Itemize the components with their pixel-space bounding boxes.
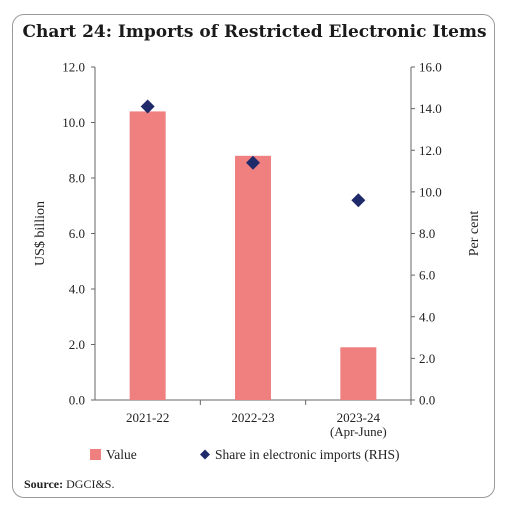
x-tick-label: 2022-23 bbox=[231, 410, 274, 425]
scatter-point bbox=[246, 155, 260, 170]
y-left-tick-label: 6.0 bbox=[69, 226, 85, 241]
y-left-tick-label: 12.0 bbox=[62, 60, 85, 75]
y-left-tick-label: 0.0 bbox=[69, 393, 85, 408]
scatter-point bbox=[351, 193, 366, 208]
scatter-point bbox=[140, 99, 155, 114]
y-right-tick-label: 8.0 bbox=[419, 226, 435, 241]
y-right-tick-label: 4.0 bbox=[419, 309, 435, 324]
x-tick-label-line: 2022-23 bbox=[231, 410, 274, 425]
y-right-tick-label: 10.0 bbox=[419, 184, 442, 199]
x-tick-label-line: 2023-24 bbox=[337, 410, 381, 425]
legend-label-value: Value bbox=[106, 447, 137, 462]
chart-frame bbox=[12, 14, 495, 498]
legend-label-share: Share in electronic imports (RHS) bbox=[215, 447, 399, 462]
y-right-tick-label: 14.0 bbox=[419, 101, 442, 116]
y-right-tick-label: 6.0 bbox=[419, 268, 435, 283]
y-left-tick-label: 4.0 bbox=[69, 282, 85, 297]
legend-swatch-share bbox=[200, 449, 210, 460]
x-tick-label: 2023-24 (Apr-June) bbox=[330, 410, 387, 439]
y-left-axis-title: US$ billion bbox=[33, 201, 48, 266]
y-right-tick-label: 12.0 bbox=[419, 143, 442, 158]
y-right-axis-title: Per cent bbox=[467, 211, 482, 257]
bar bbox=[340, 347, 377, 400]
x-tick-label: 2021-22 bbox=[126, 410, 169, 425]
y-left-tick-label: 2.0 bbox=[69, 337, 85, 352]
source-text: DGCI&S. bbox=[66, 477, 115, 491]
source-note: Source: DGCI&S. bbox=[24, 477, 114, 492]
source-label: Source: bbox=[24, 477, 64, 491]
x-tick-label-line: (Apr-June) bbox=[330, 424, 387, 439]
y-right-tick-label: 2.0 bbox=[419, 351, 435, 366]
y-left-tick-label: 10.0 bbox=[62, 115, 85, 130]
y-right-tick-label: 16.0 bbox=[419, 60, 442, 75]
x-tick-label-line: 2021-22 bbox=[126, 410, 169, 425]
y-left-tick-label: 8.0 bbox=[69, 171, 85, 186]
y-right-tick-label: 0.0 bbox=[419, 393, 435, 408]
bar bbox=[129, 111, 166, 401]
legend-swatch-value bbox=[90, 449, 101, 460]
bar bbox=[235, 155, 271, 400]
chart-title: Chart 24: Imports of Restricted Electron… bbox=[22, 22, 487, 42]
